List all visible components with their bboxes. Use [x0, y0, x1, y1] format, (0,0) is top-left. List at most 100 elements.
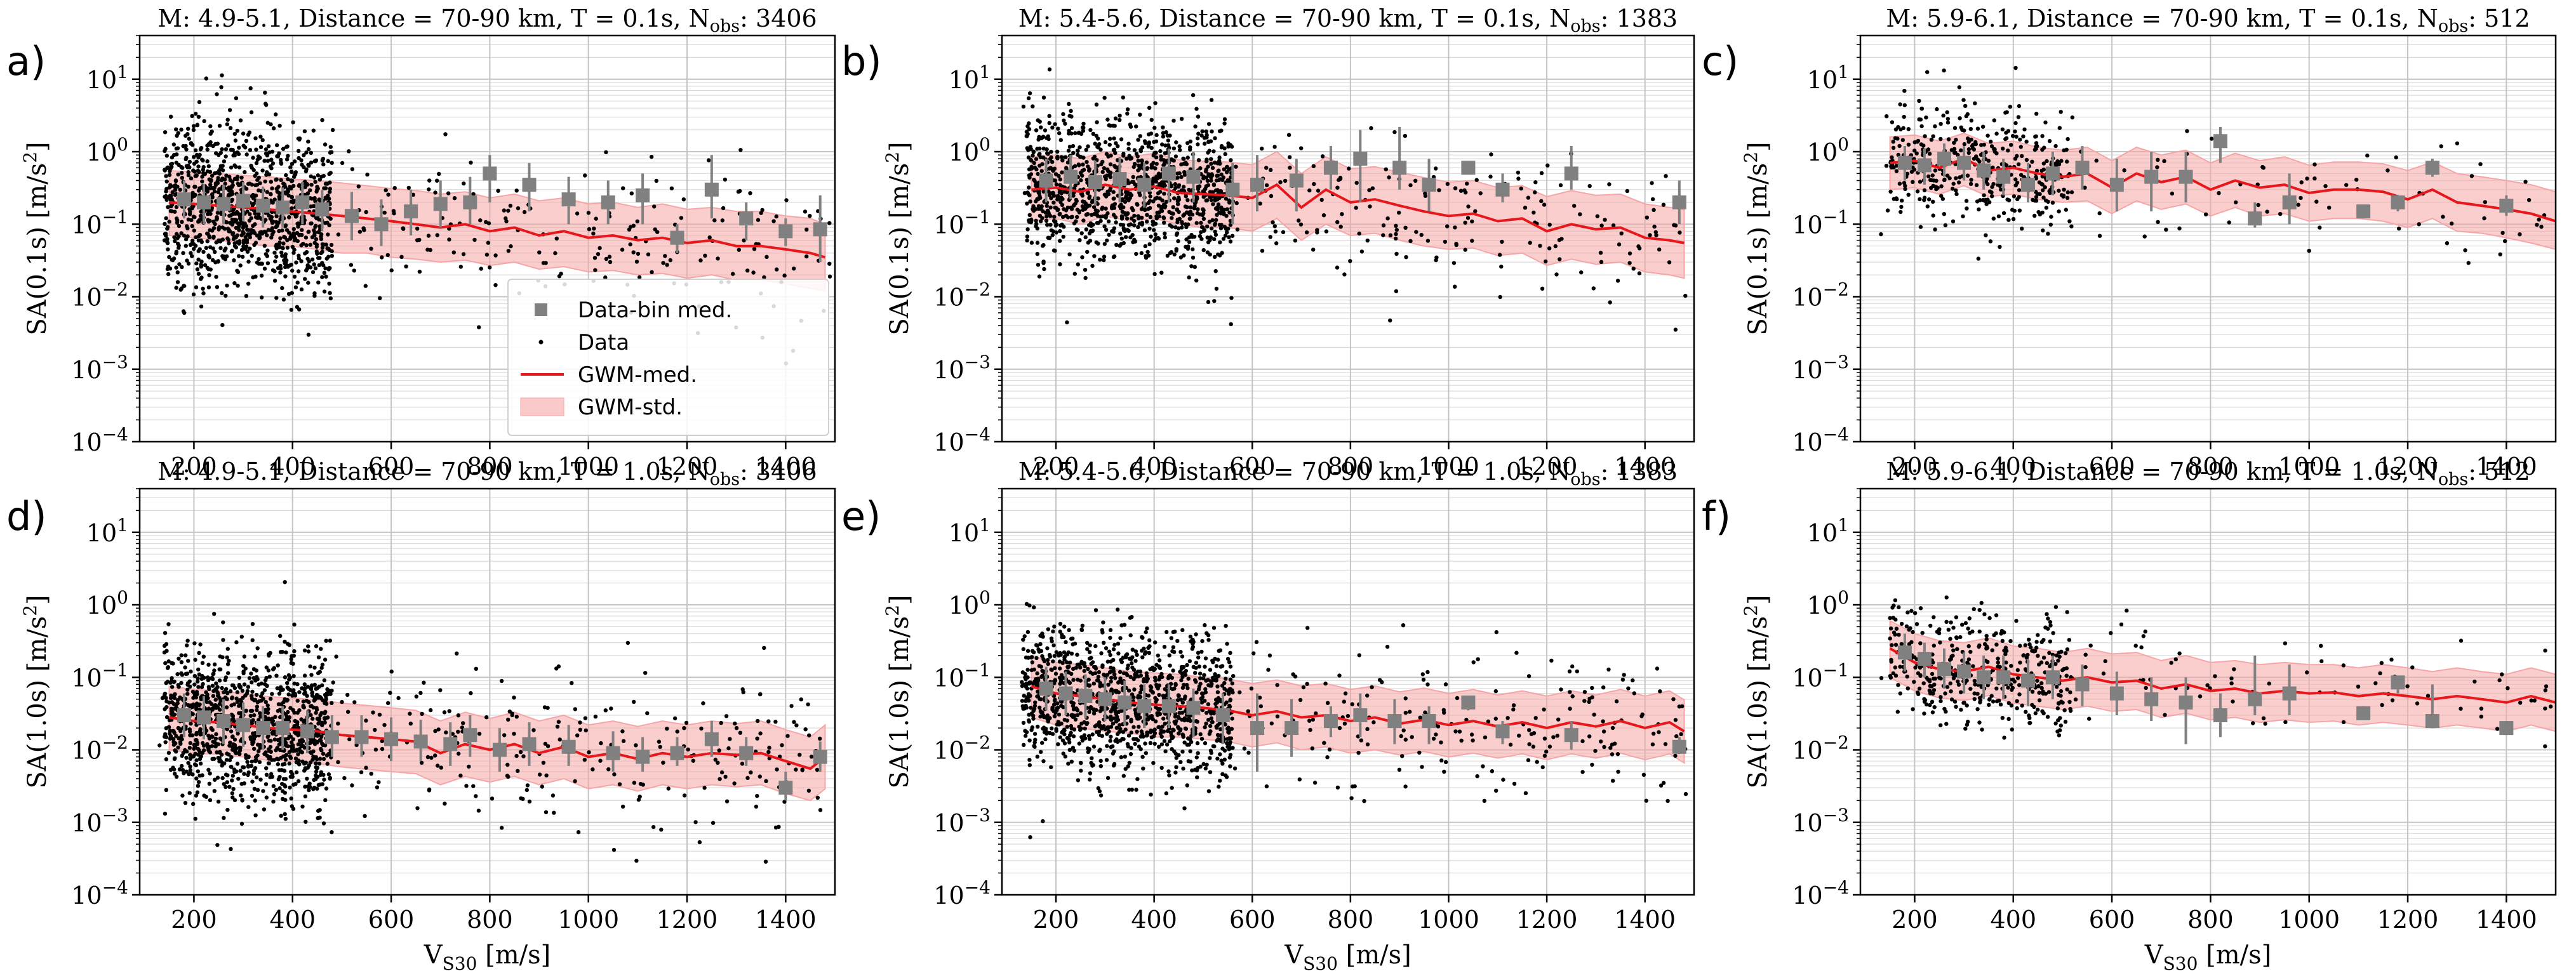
data-point — [1204, 198, 1209, 202]
data-point — [257, 718, 261, 722]
data-point — [1453, 225, 1457, 230]
data-point — [575, 733, 580, 737]
data-point — [2327, 206, 2332, 210]
x-tick-label: 800 — [1328, 452, 1374, 480]
data-point — [1222, 121, 1227, 126]
data-point — [262, 688, 267, 692]
data-point — [267, 675, 272, 679]
data-point — [578, 720, 582, 725]
data-point — [1163, 231, 1167, 236]
data-point — [319, 647, 323, 651]
data-point — [188, 741, 192, 746]
data-point — [284, 743, 289, 748]
data-point — [295, 699, 300, 703]
data-point — [305, 685, 310, 689]
data-point — [206, 744, 211, 749]
data-point — [2070, 115, 2074, 120]
data-point — [1140, 215, 1144, 220]
data-point — [312, 159, 317, 164]
data-point — [1113, 676, 1118, 680]
data-point — [625, 640, 631, 645]
data-point — [2014, 135, 2019, 139]
data-point — [540, 784, 544, 789]
data-point — [1607, 182, 1612, 187]
data-point — [2010, 134, 2015, 138]
data-point — [1154, 180, 1159, 184]
data-point — [185, 258, 189, 263]
data-point — [1403, 225, 1408, 230]
data-point — [1470, 219, 1474, 224]
data-point — [1219, 143, 1224, 149]
data-point — [631, 223, 636, 228]
data-point — [314, 687, 318, 691]
data-point — [228, 740, 232, 745]
data-point — [199, 685, 204, 689]
data-point — [1206, 300, 1211, 305]
bin-median-marker — [492, 743, 507, 757]
data-point — [1043, 210, 1048, 215]
data-point — [352, 700, 357, 704]
data-point — [1414, 230, 1418, 234]
data-point — [232, 737, 237, 742]
data-point — [1894, 196, 1899, 201]
data-point — [196, 769, 200, 774]
data-point — [1891, 140, 1895, 144]
data-point — [2013, 177, 2018, 182]
data-point — [223, 695, 228, 700]
data-point — [283, 812, 287, 817]
data-point — [280, 228, 284, 233]
data-point — [215, 178, 220, 183]
data-point — [227, 108, 232, 112]
data-point — [319, 232, 324, 237]
data-point — [1047, 166, 1052, 171]
data-point — [1902, 88, 1907, 93]
data-point — [251, 223, 255, 228]
data-point — [1975, 199, 1980, 204]
data-point — [255, 704, 260, 709]
data-point — [1054, 182, 1059, 187]
data-point — [183, 748, 187, 753]
data-point — [180, 171, 184, 175]
data-point — [1113, 165, 1118, 169]
data-point — [276, 708, 281, 713]
data-point — [484, 220, 488, 225]
data-point — [2535, 223, 2539, 227]
data-point — [401, 226, 405, 230]
data-point — [1653, 230, 1658, 234]
data-point — [380, 739, 384, 744]
data-point — [258, 135, 263, 139]
bin-median-marker — [778, 781, 793, 795]
data-point — [1315, 230, 1319, 235]
data-point — [435, 233, 439, 237]
data-point — [314, 249, 319, 254]
data-point — [309, 161, 314, 165]
data-point — [230, 180, 235, 184]
data-point — [1133, 182, 1137, 187]
y-tick-label: 10−1 — [71, 659, 128, 692]
data-point — [174, 734, 178, 738]
data-point — [177, 767, 182, 772]
data-point — [617, 782, 622, 786]
data-point — [1173, 185, 1178, 190]
data-point — [1217, 155, 1222, 160]
data-point — [1650, 197, 1655, 202]
data-point — [1086, 144, 1090, 149]
data-point — [283, 737, 288, 742]
data-point — [283, 757, 288, 762]
data-point — [296, 221, 300, 226]
data-point — [1039, 204, 1044, 209]
data-point — [267, 717, 272, 722]
y-tick-label: 100 — [86, 134, 128, 166]
data-point — [1026, 96, 1031, 100]
data-point — [277, 748, 283, 753]
data-point — [1599, 260, 1604, 264]
data-point — [1185, 205, 1189, 209]
data-point — [290, 162, 295, 166]
data-point — [264, 103, 269, 107]
data-point — [1906, 142, 1911, 147]
data-point — [208, 798, 213, 803]
data-point — [1323, 681, 1328, 686]
data-point — [1915, 189, 1920, 194]
data-point — [2005, 197, 2010, 202]
data-point — [1966, 147, 1972, 152]
